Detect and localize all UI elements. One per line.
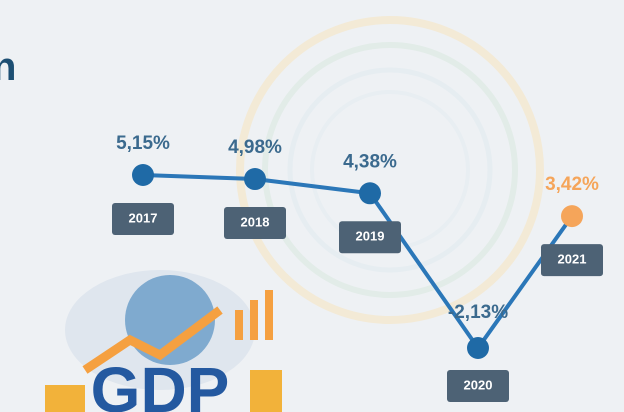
point bbox=[561, 205, 583, 228]
point bbox=[132, 164, 154, 186]
point bbox=[359, 182, 381, 205]
x-tick-label: 2017 bbox=[129, 210, 158, 225]
data-label: 3,42% bbox=[545, 174, 599, 195]
data-label: -2,13% bbox=[448, 302, 508, 323]
data-label: 4,38% bbox=[343, 151, 397, 172]
chart-title: n bbox=[0, 45, 16, 89]
year-tag bbox=[112, 203, 174, 235]
decoration bbox=[236, 16, 544, 324]
point bbox=[244, 168, 266, 191]
x-tick-label: 2021 bbox=[558, 252, 587, 267]
year-tag bbox=[224, 207, 286, 240]
data-label: 5,15% bbox=[116, 133, 170, 154]
x-tick-label: 2019 bbox=[356, 229, 385, 244]
year-tag bbox=[447, 370, 509, 402]
gdp-illustration: GDP bbox=[45, 270, 282, 412]
illustration-text: GDP bbox=[91, 354, 230, 412]
point bbox=[467, 337, 489, 359]
data-label: 4,98% bbox=[228, 137, 282, 158]
year-tag bbox=[541, 244, 603, 277]
year-tag bbox=[339, 221, 401, 254]
x-tick-label: 2020 bbox=[464, 377, 493, 392]
x-tick-label: 2018 bbox=[241, 214, 270, 229]
